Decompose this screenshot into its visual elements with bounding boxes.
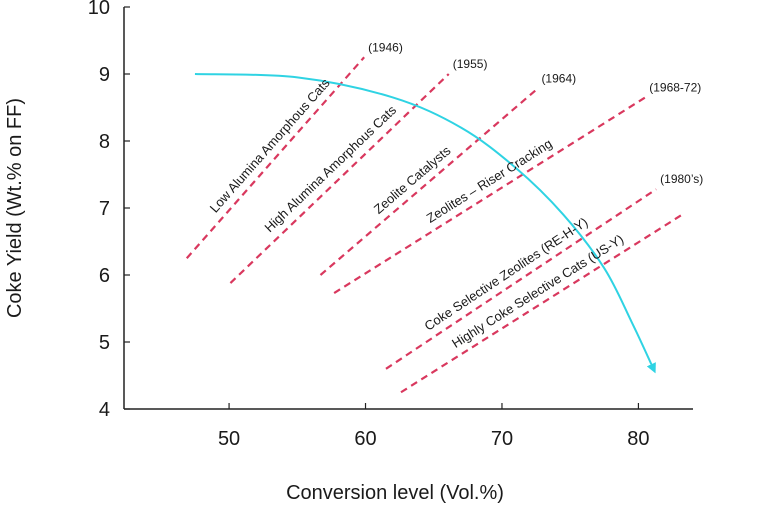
x-tick-label-80: 80 — [627, 428, 649, 450]
series-year-1955: (1955) — [453, 57, 488, 71]
trend-layer — [194, 73, 656, 374]
series-year-1946: (1946) — [368, 40, 403, 54]
trend-arrow-curve — [194, 73, 656, 374]
series-line-zeolite-catalysts — [319, 87, 539, 276]
y-tick-label-7: 7 — [99, 198, 110, 220]
line-labels: Low Alumina Amorphous Cats(1946)High Alu… — [207, 40, 704, 351]
series-year-1968-72: (1968-72) — [649, 80, 701, 94]
y-tick-label-5: 5 — [99, 332, 110, 354]
x-tick-label-70: 70 — [491, 428, 513, 450]
series-line-coke-selective-zeolites-re-h-y — [385, 188, 657, 370]
x-axis-title: Conversion level (Vol.%) — [286, 482, 504, 504]
y-tick-label-6: 6 — [99, 265, 110, 287]
ticks: 50 60 70 80 4 5 6 7 8 9 10 — [88, 0, 650, 450]
y-tick-label-4: 4 — [99, 399, 110, 421]
catalyst-lines — [185, 56, 683, 394]
series-line-high-alumina-amorphous-cats — [229, 73, 450, 284]
x-tick-label-60: 60 — [354, 428, 376, 450]
y-tick-label-9: 9 — [99, 64, 110, 86]
series-line-highly-coke-selective-cats-us-y — [400, 213, 683, 394]
series-line-zeolites-riser-cracking — [333, 96, 646, 295]
y-tick-label-10: 10 — [88, 0, 110, 19]
y-axis-title: Coke Yield (Wt.% on FF) — [4, 98, 26, 318]
x-tick-label-50: 50 — [218, 428, 240, 450]
series-year-1964: (1964) — [541, 72, 576, 86]
y-tick-label-8: 8 — [99, 131, 110, 153]
series-year-1980-s: (1980’s) — [660, 172, 703, 186]
series-line-low-alumina-amorphous-cats — [185, 56, 365, 259]
